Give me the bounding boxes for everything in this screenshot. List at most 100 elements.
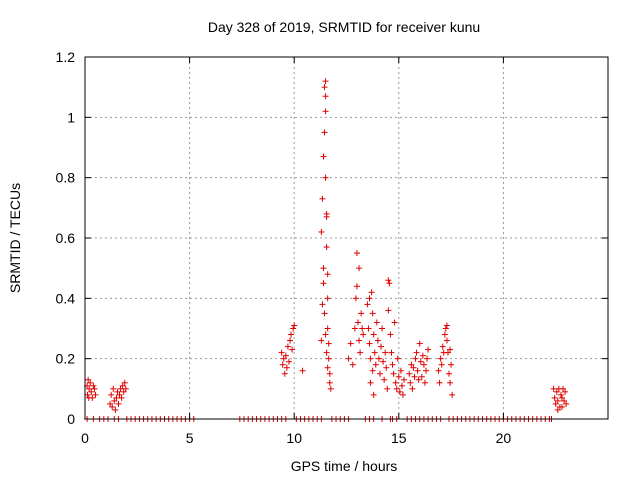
data-point <box>111 397 118 404</box>
data-point <box>281 370 288 377</box>
data-point <box>371 349 378 356</box>
data-point <box>374 337 381 344</box>
data-point <box>291 322 298 329</box>
data-point <box>407 379 414 386</box>
data-point <box>419 352 426 359</box>
data-point <box>117 385 124 392</box>
x-tick-label: 20 <box>496 430 512 446</box>
data-point <box>284 343 291 350</box>
data-point <box>287 337 294 344</box>
data-point <box>375 355 382 362</box>
data-point <box>391 319 398 326</box>
data-point <box>349 361 356 368</box>
data-point <box>318 228 325 235</box>
data-point <box>345 355 352 362</box>
data-point <box>92 391 99 398</box>
data-point <box>299 367 306 374</box>
data-point <box>119 382 126 389</box>
data-point <box>554 406 561 413</box>
data-point <box>558 394 565 401</box>
data-point <box>87 379 94 386</box>
data-point <box>413 349 420 356</box>
data-point <box>369 367 376 374</box>
data-point <box>381 376 388 383</box>
data-point <box>321 84 328 91</box>
data-point <box>360 331 367 338</box>
data-point <box>290 325 297 332</box>
data-point <box>446 370 453 377</box>
data-point <box>396 388 403 395</box>
data-point <box>422 367 429 374</box>
data-point <box>319 195 326 202</box>
data-point <box>443 322 450 329</box>
data-point <box>323 210 330 217</box>
data-point <box>91 385 98 392</box>
data-point <box>369 310 376 317</box>
data-point <box>425 346 432 353</box>
data-point <box>288 331 295 338</box>
data-point <box>122 385 129 392</box>
data-point <box>408 361 415 368</box>
data-point <box>365 325 372 332</box>
data-point <box>561 397 568 404</box>
y-tick-label: 0.8 <box>56 170 76 186</box>
data-point <box>441 331 448 338</box>
data-point <box>320 153 327 160</box>
data-point <box>553 388 560 395</box>
data-point <box>435 367 442 374</box>
data-point <box>88 388 95 395</box>
data-point <box>110 385 117 392</box>
data-point <box>324 325 331 332</box>
data-point <box>438 361 445 368</box>
data-point <box>449 391 456 398</box>
data-point <box>356 265 363 272</box>
data-point <box>554 397 561 404</box>
data-point <box>322 78 329 85</box>
data-point <box>372 361 379 368</box>
data-point <box>447 379 454 386</box>
data-point <box>278 349 285 356</box>
data-point <box>358 310 365 317</box>
data-point <box>406 370 413 377</box>
data-point <box>357 349 364 356</box>
data-point <box>324 295 331 302</box>
data-point <box>323 244 330 251</box>
data-point <box>437 355 444 362</box>
data-point <box>409 385 416 392</box>
data-point <box>364 301 371 308</box>
data-point <box>379 325 386 332</box>
data-point <box>410 364 417 371</box>
data-point <box>285 358 292 365</box>
data-point <box>108 391 115 398</box>
data-point <box>118 394 125 401</box>
data-point <box>395 373 402 380</box>
data-point <box>397 367 404 374</box>
data-point <box>552 400 559 407</box>
data-point <box>370 331 377 338</box>
data-point <box>558 403 565 410</box>
data-point <box>323 349 330 356</box>
data-point <box>283 364 290 371</box>
data-point <box>321 129 328 136</box>
data-point <box>366 340 373 347</box>
data-point <box>367 355 374 362</box>
data-point <box>322 174 329 181</box>
data-point <box>376 370 383 377</box>
y-tick-label: 0.6 <box>56 230 76 246</box>
data-point <box>380 358 387 365</box>
data-point <box>355 319 362 326</box>
data-point <box>418 373 425 380</box>
data-point <box>84 391 91 398</box>
data-point <box>322 331 329 338</box>
data-point <box>401 376 408 383</box>
data-point <box>367 379 374 386</box>
data-point <box>398 382 405 389</box>
data-point <box>385 307 392 314</box>
y-axis-label: SRMTID / TECUs <box>7 183 23 293</box>
data-point <box>289 346 296 353</box>
data-point <box>370 391 377 398</box>
data-point <box>448 361 455 368</box>
data-point <box>120 388 127 395</box>
y-tick-label: 1.2 <box>56 49 76 65</box>
x-tick-label: 15 <box>391 430 407 446</box>
